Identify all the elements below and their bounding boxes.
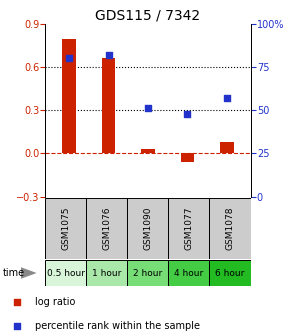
Text: GSM1078: GSM1078: [226, 207, 234, 250]
Point: [15, 300, 20, 305]
Bar: [45, 260, 86, 286]
Text: 2 hour: 2 hour: [133, 268, 163, 278]
Text: GSM1090: GSM1090: [144, 207, 152, 250]
Text: GSM1076: GSM1076: [103, 207, 111, 250]
Point: [15, 323, 20, 329]
Bar: [209, 198, 251, 259]
Bar: [45, 198, 86, 259]
Bar: [102, 58, 115, 153]
Bar: [168, 198, 209, 259]
Point: [224, 95, 229, 100]
Text: time: time: [3, 268, 25, 278]
Bar: [141, 149, 155, 153]
Bar: [127, 198, 168, 259]
Bar: [127, 260, 168, 286]
Text: 0.5 hour: 0.5 hour: [47, 268, 85, 278]
Text: 4 hour: 4 hour: [174, 268, 204, 278]
Point: [67, 55, 71, 61]
Bar: [209, 260, 251, 286]
Text: GSM1075: GSM1075: [62, 207, 70, 250]
Bar: [62, 39, 76, 153]
Text: log ratio: log ratio: [35, 297, 75, 307]
Text: 6 hour: 6 hour: [215, 268, 245, 278]
Point: [146, 106, 150, 111]
Title: GDS115 / 7342: GDS115 / 7342: [96, 8, 200, 23]
Polygon shape: [21, 267, 37, 279]
Text: GSM1077: GSM1077: [185, 207, 193, 250]
Bar: [86, 198, 127, 259]
Bar: [168, 260, 209, 286]
Bar: [220, 142, 234, 153]
Text: percentile rank within the sample: percentile rank within the sample: [35, 321, 200, 331]
Bar: [180, 153, 194, 162]
Text: 1 hour: 1 hour: [92, 268, 122, 278]
Point: [185, 111, 190, 116]
Bar: [86, 260, 127, 286]
Point: [106, 52, 111, 57]
